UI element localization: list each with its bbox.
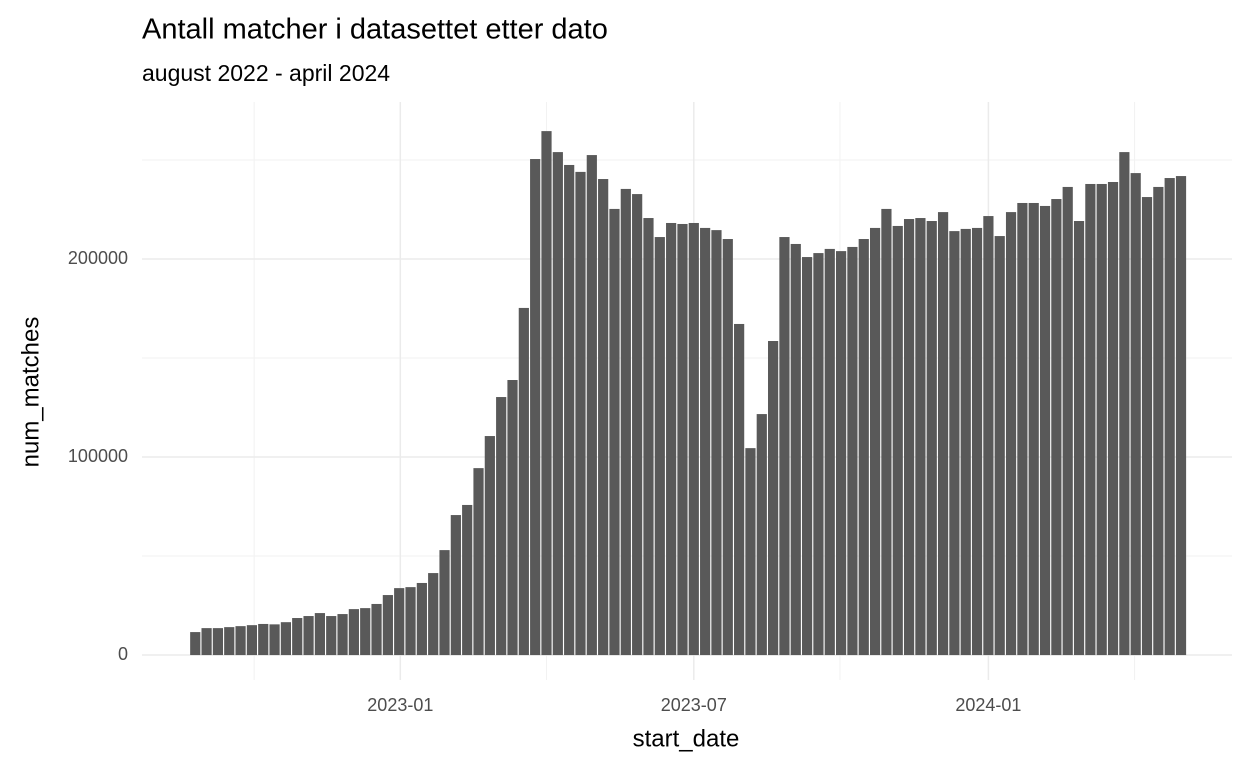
bar (824, 248, 835, 656)
bar (734, 323, 745, 656)
bar (371, 603, 382, 656)
bar (598, 179, 609, 656)
bar (1051, 199, 1062, 656)
bar (564, 164, 575, 656)
bar (722, 239, 733, 656)
bar (337, 614, 348, 656)
bar (1130, 173, 1141, 656)
chart-subtitle: august 2022 - april 2024 (142, 60, 390, 86)
bar (903, 219, 915, 656)
bar (314, 613, 325, 656)
bar (405, 587, 416, 656)
bar (700, 227, 711, 656)
bar (269, 624, 280, 656)
bar (1062, 186, 1073, 656)
bar (971, 227, 983, 656)
bar (450, 515, 461, 656)
bar (960, 228, 971, 656)
bar (496, 397, 507, 656)
y-tick-label: 100000 (68, 446, 128, 466)
bar (201, 628, 212, 656)
bar (847, 246, 858, 656)
bar (745, 448, 756, 656)
bar (813, 253, 824, 656)
bar (246, 625, 258, 656)
bar (1175, 176, 1187, 656)
bar (575, 171, 586, 656)
bar (360, 608, 371, 656)
bar (518, 307, 529, 656)
bar (643, 218, 654, 656)
bar (1073, 221, 1085, 656)
bar (235, 626, 246, 656)
x-tick-label: 2023-01 (367, 695, 433, 715)
bar (326, 616, 337, 656)
bar (881, 208, 892, 656)
bar (983, 216, 994, 656)
x-axis-title: start_date (633, 725, 740, 752)
chart-title: Antall matcher i datasettet etter dato (142, 14, 608, 46)
x-tick-label: 2023-07 (661, 695, 727, 715)
bar (382, 595, 393, 656)
bar (428, 573, 439, 656)
bar (1096, 183, 1107, 656)
bar (609, 208, 620, 656)
bar (926, 221, 937, 656)
bar (212, 628, 224, 656)
bar (473, 468, 484, 656)
y-axis-title: num_matches (17, 317, 44, 468)
bar (1153, 186, 1164, 656)
bar (1119, 152, 1130, 656)
bar (756, 414, 767, 656)
bar (1107, 181, 1119, 656)
bar (280, 622, 291, 656)
bar (892, 225, 903, 656)
bar (869, 227, 881, 656)
bar (258, 623, 269, 656)
bar (994, 236, 1005, 656)
bar (190, 632, 201, 656)
bar (858, 239, 869, 656)
y-tick-label: 0 (118, 644, 128, 664)
bar (541, 131, 552, 656)
bar (949, 231, 960, 656)
bar (586, 155, 597, 656)
bar (666, 222, 677, 656)
bar (552, 152, 563, 656)
bar (835, 251, 847, 656)
bar (303, 616, 314, 656)
bar (915, 218, 926, 656)
bar (1005, 212, 1017, 656)
bar (484, 436, 495, 656)
bar (462, 504, 473, 656)
bar (1141, 197, 1153, 656)
bar (768, 341, 779, 656)
bar (620, 188, 631, 656)
bar (416, 582, 427, 656)
bar (790, 243, 801, 656)
bar (348, 609, 359, 656)
bar (654, 237, 665, 656)
bar (937, 212, 949, 656)
bar (688, 222, 699, 656)
bar (507, 380, 518, 656)
bar (1164, 178, 1175, 656)
y-tick-label: 200000 (68, 248, 128, 268)
bar (292, 618, 303, 656)
bar (530, 159, 541, 656)
bar (1028, 202, 1039, 656)
x-tick-label: 2024-01 (955, 695, 1021, 715)
bar (224, 627, 235, 656)
bar (802, 257, 813, 656)
bar (711, 230, 722, 656)
bar (1017, 202, 1028, 656)
bar (394, 588, 405, 656)
bar (677, 223, 688, 656)
bar (1085, 183, 1096, 656)
bar (439, 550, 450, 656)
bar (1039, 205, 1051, 656)
bar (779, 237, 790, 656)
bar (632, 194, 643, 656)
